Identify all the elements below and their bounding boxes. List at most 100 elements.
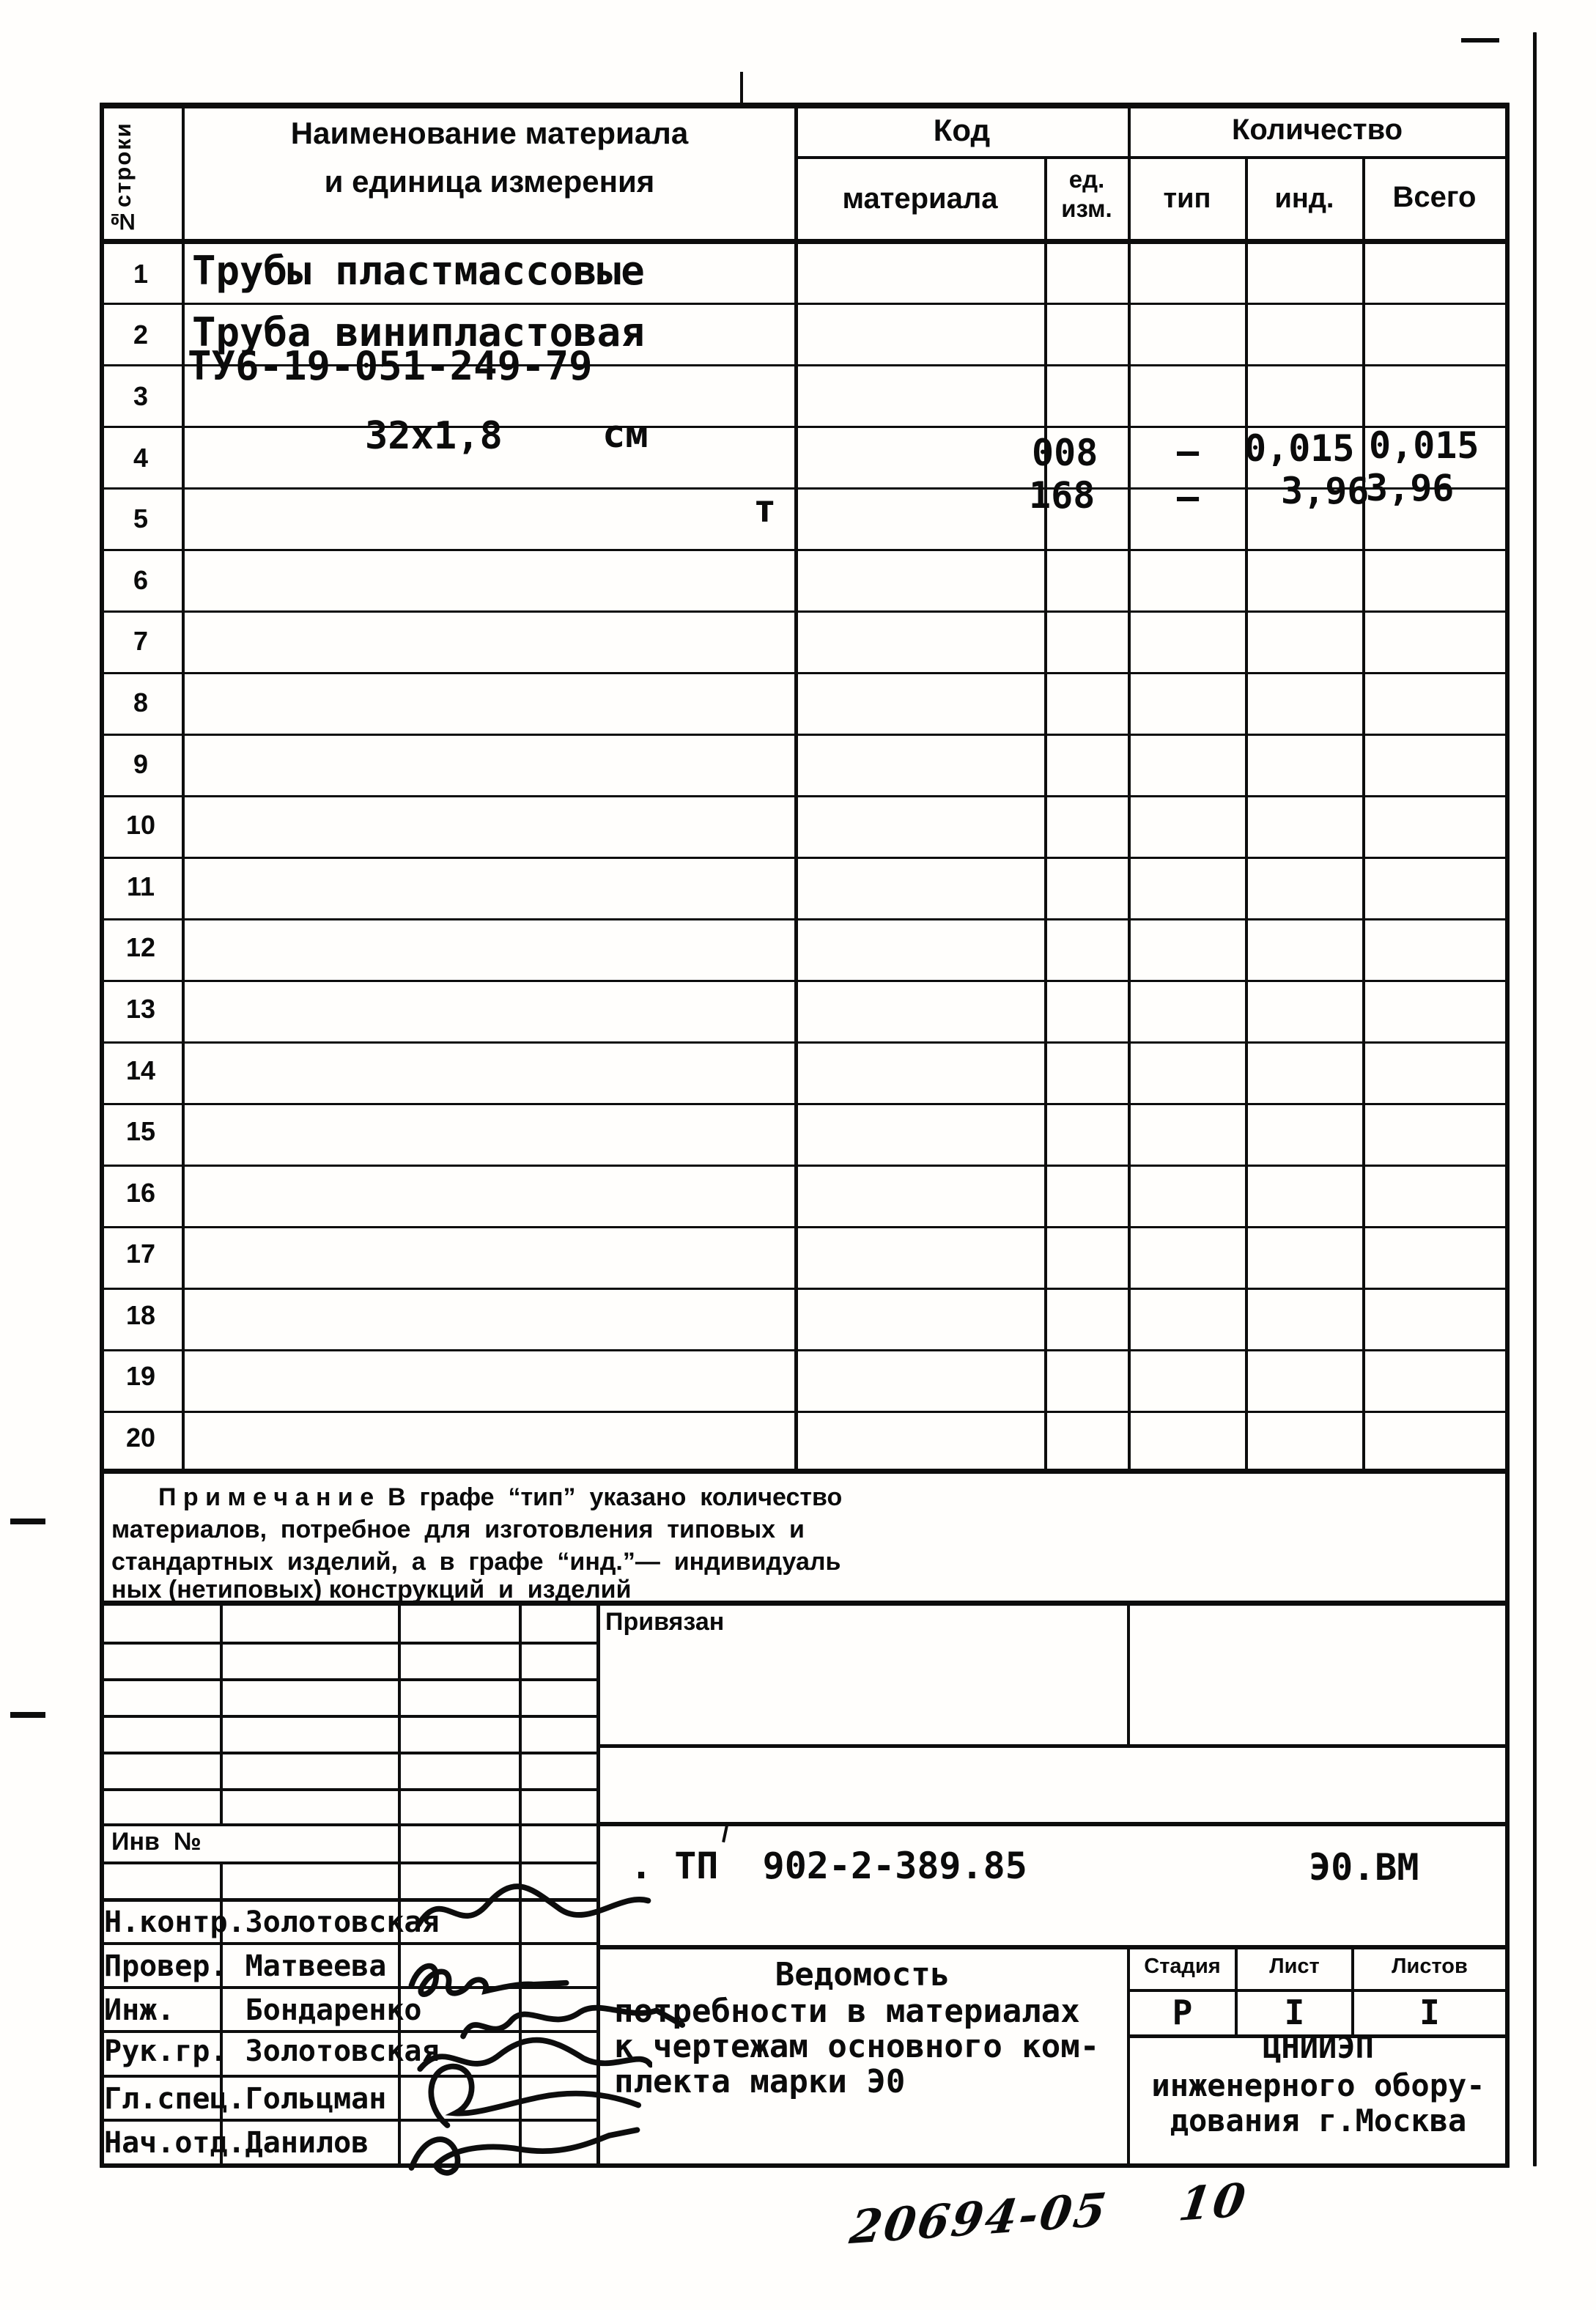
column-header-qty-group: Количество [1231, 114, 1403, 146]
grid-line [1127, 1604, 1130, 1747]
ind-value-cell: 0,015 [1244, 427, 1355, 470]
note-box-left [100, 1469, 104, 1605]
column-header-code-material: материала [842, 182, 998, 215]
title-block-top-line [596, 1945, 1510, 1949]
header-bottom-line [100, 239, 1510, 244]
row-number: 19 [125, 1361, 156, 1392]
row-number: 20 [125, 1422, 156, 1453]
note-box-right [1505, 1469, 1510, 1605]
grid-line [100, 1715, 599, 1718]
note-line: стандартных изделий, а в графе “инд.”— и… [111, 1548, 841, 1576]
grid-line [398, 1604, 401, 2168]
grid-line [100, 1642, 599, 1645]
sheets-value: I [1419, 1993, 1440, 2032]
row-number: 8 [133, 687, 149, 717]
signature-stroke [460, 2004, 686, 2040]
handwritten-document-number: 20694-05 10 [846, 2172, 1251, 2255]
grid-line [1127, 1945, 1130, 2168]
grid-line [220, 1861, 223, 2168]
grid-line [100, 1986, 599, 1989]
column-header-unit-line1: ед. [1068, 166, 1105, 193]
column-header-unit-line2: изм. [1061, 195, 1112, 222]
grid-line [1127, 2034, 1510, 2038]
table-border-left [100, 103, 104, 1474]
document-code: Э0.ВМ [1309, 1846, 1419, 1889]
grid-line [794, 156, 1510, 159]
material-dimension-cell: 32х1,8 [365, 414, 503, 458]
stage-value: Р [1172, 1993, 1193, 2032]
fold-mark [10, 1519, 45, 1524]
total-value-cell: 0,015 [1369, 424, 1479, 467]
row-number: 6 [133, 564, 149, 595]
stage-label: Стадия [1144, 1955, 1221, 1978]
column-header-name-line2: и единица измерения [324, 164, 655, 199]
signature-stroke [408, 1963, 569, 1997]
grid-line [100, 1604, 104, 2168]
title-line: потребности в материалах [614, 1993, 1080, 2030]
row-number: 1 [133, 258, 149, 289]
grid-line [100, 2030, 599, 2033]
grid-line [1505, 1604, 1510, 2168]
grid-line [100, 2075, 599, 2078]
row-number: 10 [125, 810, 156, 841]
grid-line [100, 2119, 599, 2122]
grid-line [100, 1942, 599, 1945]
signature-role-name: Провер. Матвеева [104, 1949, 387, 1983]
table-row-lines [104, 243, 1505, 1469]
row-number: 15 [125, 1116, 156, 1147]
column-header-name-line1: Наименование материала [290, 116, 689, 150]
title-line: плекта марки Э0 [614, 2063, 906, 2100]
row-number: 4 [133, 442, 149, 473]
page-frame-right-line [1533, 32, 1537, 2166]
signature-role-name: Нач.отд.Данилов [104, 2126, 369, 2160]
signature-role-name: Рук.гр. Золотовская [104, 2034, 440, 2068]
grid-line [220, 1604, 223, 1825]
row-number: 14 [125, 1055, 156, 1085]
table-border-right [1505, 103, 1510, 1474]
privyazan-label: Привязан [605, 1608, 725, 1636]
table-border-top [100, 103, 1510, 108]
sheets-label: Листов [1392, 1955, 1468, 1978]
column-header-code-group: Код [933, 113, 991, 147]
note-line: материалов, потребное для изготовления т… [111, 1516, 805, 1543]
signature-role-name: Инж. Бондаренко [104, 1993, 422, 2027]
row-number: 11 [126, 871, 155, 901]
organization-line: инженерного обору- [1151, 2067, 1485, 2103]
table-border-bottom [100, 1469, 1510, 1474]
scan-artifact-tick [740, 72, 743, 104]
row-number: 5 [133, 503, 149, 534]
sheet-value: I [1284, 1993, 1305, 2032]
row-number: 9 [133, 748, 149, 779]
bottom-border-line [100, 2163, 1510, 2168]
signature-role-name: Н.контр.Золотовская [104, 1905, 440, 1939]
row-number: 2 [133, 320, 149, 350]
row-number: 7 [133, 626, 149, 657]
signature-role-name: Гл.спец.Гольцман [104, 2082, 387, 2116]
title-line: Ведомость [775, 1956, 950, 1993]
ind-value-cell: 3,96 [1281, 470, 1370, 512]
fold-mark [10, 1712, 45, 1718]
row-number-column: 1 2 3 4 5 6 7 8 9 10 11 12 13 14 15 16 1… [100, 243, 182, 1469]
typ-value-cell: – [1176, 430, 1200, 473]
row-number: 3 [133, 380, 149, 411]
material-name-cell: Трубы пластмассовые [192, 248, 645, 294]
note-box-bottom [100, 1601, 1510, 1606]
note-line: ных (нетиповых) конструкций и изделий [111, 1576, 632, 1604]
column-header-row-number: №строки [110, 122, 136, 235]
material-standard-cell: ТУ6-19-051-249-79 [188, 343, 593, 389]
row-number: 17 [125, 1239, 156, 1269]
grid-line [596, 1744, 1510, 1748]
grid-line [100, 1678, 599, 1681]
grid-line [100, 1898, 599, 1902]
column-header-typ: тип [1163, 183, 1211, 214]
column-header-total: Всего [1392, 181, 1477, 213]
note-line: П р и м е ч а н и е В графе “тип” указан… [158, 1483, 843, 1511]
signature-stroke [408, 2127, 640, 2176]
unit-code-cell: 008 [1032, 432, 1098, 474]
unit-code-cell: 168 [1029, 474, 1096, 517]
row-number: 12 [125, 932, 156, 963]
signature-stroke [417, 2037, 652, 2072]
row-number: 13 [125, 993, 156, 1024]
title-line: к чертежам основного ком- [614, 2028, 1100, 2065]
